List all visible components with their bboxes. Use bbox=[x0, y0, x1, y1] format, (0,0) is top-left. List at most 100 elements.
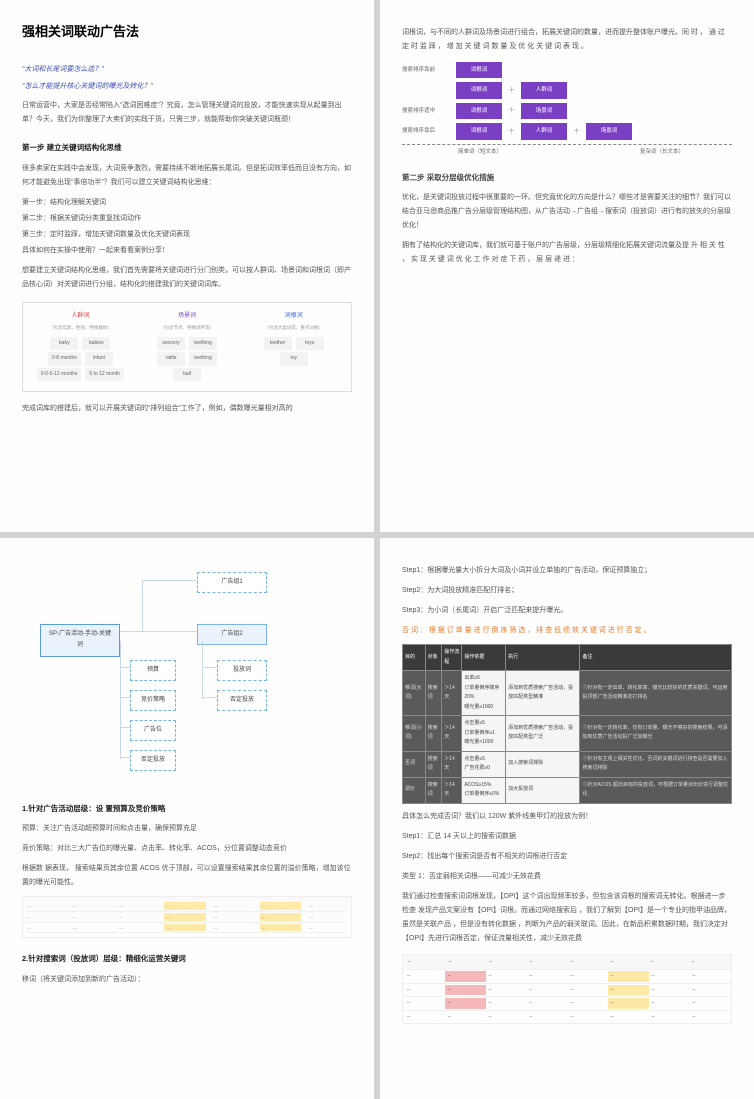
table-header: 目的 对象 操作流程 操作依据 执行 备注 bbox=[403, 645, 732, 671]
td: 搜索词 bbox=[425, 751, 442, 777]
crowd-col: 人群词 （包含年龄、性别、特殊群体） babybabies 0-8 months… bbox=[31, 311, 130, 383]
scene-col: 场景词 （包含节点、特殊场所等） sensoryteething rattlet… bbox=[138, 311, 237, 383]
th: 备注 bbox=[580, 645, 732, 671]
crowd-box: 人群词 bbox=[521, 82, 567, 98]
td: ①针对ACOS 超出目标的投放词，可根据订单量对出价进行调整优化 bbox=[580, 777, 732, 803]
flow-neg: 否定投放 bbox=[130, 750, 176, 771]
col1-sub: （包含年龄、性别、特殊群体） bbox=[31, 324, 130, 333]
flow-bid: 竞价策略 bbox=[130, 690, 176, 711]
td: 调价 bbox=[403, 777, 426, 803]
page-2: 词根词，与不同的人群词及场景词进行组合，拓展关键词的数量，进而提升整体账户曝光。… bbox=[380, 0, 754, 532]
th: 执行 bbox=[506, 645, 580, 671]
td: 加入搜索词排除 bbox=[506, 751, 580, 777]
td: 添加到优质搜索广告活动，投放匹配类型精准 bbox=[506, 671, 580, 716]
p3-d: 移词（将关键词添加到新的广告活动）： bbox=[22, 973, 352, 987]
sub-b: 第二步：根据关键词分类重复找词动作 bbox=[22, 212, 352, 225]
cell: toys bbox=[296, 337, 324, 351]
step3: Step3：为小词（长尾词）开启广泛匹配来提升曝光。 bbox=[402, 604, 732, 618]
root-box: 词根词 bbox=[456, 62, 502, 78]
small-data-table: ---------------- ---------------- ------… bbox=[402, 954, 732, 1025]
cell: infant bbox=[85, 352, 113, 366]
td: 搜索词 bbox=[425, 716, 442, 752]
data-table-preview: --------------------- ------------------… bbox=[22, 896, 352, 938]
td: ACOS≥15%订单量倒序≥0% bbox=[462, 777, 506, 803]
plus-icon: ＋ bbox=[508, 84, 515, 97]
step1: Step1：根据曝光量大小拆分大词及小词并设立单独的广告活动，保证预算独立； bbox=[402, 564, 732, 578]
neg-note: 否 词 ： 根 据 订 单 量 进 行 倒 序 筛 选 ， 排 查 低 绩 效 … bbox=[402, 624, 732, 638]
th: 对象 bbox=[425, 645, 442, 671]
td: 否词 bbox=[403, 751, 426, 777]
page-4: Step1：根据曝光量大小拆分大词及小词并设立单独的广告活动，保证预算独立； S… bbox=[380, 538, 754, 1099]
col3-sub: （包含大类词及、重点词根） bbox=[244, 324, 343, 333]
p4-c: Step2：找出每个搜索词是否有不相关的词根进行否定 bbox=[402, 850, 732, 864]
plus-icon: ＋ bbox=[573, 125, 580, 138]
cell: baby bbox=[50, 337, 78, 351]
root-box: 词根词 bbox=[456, 82, 502, 98]
col2-sub: （包含节点、特殊场所等） bbox=[138, 324, 237, 333]
p4-a: 具体怎么完成否词？我们以 120W 紫外线美甲灯的投放为例！ bbox=[402, 810, 732, 824]
crowd-box: 人群词 bbox=[521, 123, 567, 139]
td: ①针对有主观上相关性优化、否词的关键词进行排查是否需要加入搜索词排除 bbox=[580, 751, 732, 777]
td: ＞14天 bbox=[442, 777, 462, 803]
bottom-right-label: 复杂词（长文本） bbox=[640, 147, 684, 157]
p2-a: 优化，是关键词投放过程中很重要的一环。但究竟优化的方向是什么？哪些才是需要关注的… bbox=[402, 191, 732, 233]
step2-title: 第二步 采取分层级优化措施 bbox=[402, 171, 732, 185]
row3-label: 搜索排序靠后 bbox=[402, 126, 450, 136]
cell: 6 to 12 month bbox=[85, 368, 124, 382]
th: 目的 bbox=[403, 645, 426, 671]
p1-last: 完成词库的搭建后，就可以开展关键词的“排列组合”工作了，例如，偶数曝光量相对高的 bbox=[22, 402, 352, 416]
scene-box: 场景词 bbox=[521, 103, 567, 119]
td: 出单≥5订单量倒序降序20%曝光量≥1000 bbox=[462, 671, 506, 716]
root-box: 词根词 bbox=[456, 103, 502, 119]
cell: teething bbox=[189, 352, 217, 366]
step1-title: 第一步 建立关键词结构化思维 bbox=[22, 141, 352, 155]
cell: teether bbox=[264, 337, 292, 351]
step2: Step2：为大词投放精准匹配打排名； bbox=[402, 584, 732, 598]
table-row: 否词 搜索词 ＞14天 点击量≥5广告花费≥0 加入搜索词排除 ①针对有主观上相… bbox=[403, 751, 732, 777]
root-col: 词根词 （包含大类词及、重点词根） teethertoys toy bbox=[244, 311, 343, 383]
cell: rattle bbox=[157, 352, 185, 366]
td: ＞14天 bbox=[442, 716, 462, 752]
flow-toufang: 投放词 bbox=[217, 660, 267, 681]
intro-para: 日常运营中，大家是否经常陷入“选词困难症”？究竟，怎么管理关键词的投放，才能快速… bbox=[22, 99, 352, 127]
flow-group1: 广告组1 bbox=[197, 572, 267, 593]
cell: ball bbox=[173, 368, 201, 382]
row1-label: 搜索排序靠前 bbox=[402, 65, 450, 75]
col2-head: 场景词 bbox=[138, 311, 237, 322]
bottom-left-label: 简单词（短文本） bbox=[458, 147, 502, 157]
p2-para1: 词根词，与不同的人群词及场景词进行组合，拓展关键词的数量，进而提升整体账户曝光。… bbox=[402, 26, 732, 54]
td: 点击量≥5订单量倒序≥1曝光量<1000 bbox=[462, 716, 506, 752]
main-title: 强相关词联动广告法 bbox=[22, 20, 352, 45]
cell: babies bbox=[82, 337, 110, 351]
page-1: 强相关词联动广告法 “大词和长尾词要怎么选？” “怎么才能提升核心关键词的曝光及… bbox=[0, 0, 374, 532]
cell: toy bbox=[280, 352, 308, 366]
flowchart: SP-广告活动-手动-关键词 广告组1 广告组2 预算 竞价策略 广告位 否定投… bbox=[22, 568, 352, 788]
sub-e: 想要建立关键词结构化思维，我们首先需要将关键词进行分门别类，可以按人群词、场景词… bbox=[22, 264, 352, 292]
td: ＞14天 bbox=[442, 671, 462, 716]
page-3: SP-广告活动-手动-关键词 广告组1 广告组2 预算 竞价策略 广告位 否定投… bbox=[0, 538, 374, 1099]
word-categories-box: 人群词 （包含年龄、性别、特殊群体） babybabies 0-8 months… bbox=[22, 302, 352, 392]
flow-place: 广告位 bbox=[130, 720, 176, 741]
scene-box: 场景词 bbox=[586, 123, 632, 139]
td: ①针对有一定出单、转化率高、曝光比较好的优质关键词，可运用投顶部广告活动精准定打… bbox=[580, 671, 732, 716]
p3-a: 预算：关注广告活动超预算时间和点击量，确保预算充足 bbox=[22, 822, 352, 836]
sub-c: 第三步：定时监踩，增加关键词数量及优化关键词表现 bbox=[22, 228, 352, 241]
cell: 0-0-6-12 months bbox=[37, 368, 82, 382]
plus-icon: ＋ bbox=[508, 125, 515, 138]
flow-neg2: 否定投放 bbox=[217, 690, 267, 711]
p4-d: 类型 1：否定弱相关词根——可减少无效花费 bbox=[402, 870, 732, 884]
td: 移词(大词) bbox=[403, 671, 426, 716]
p2-b: 拥有了结构化的关键词库，我们就可基于账户的广告层级，分层级精细化拓展关键词流量及… bbox=[402, 239, 732, 267]
p3-b: 竞价策略：对比三大广告位的曝光量、点击率、转化率、ACOS，分位置调整动态竞价 bbox=[22, 842, 352, 856]
td: 加大投放词 bbox=[506, 777, 580, 803]
p4-e: 我们通过检查搜索词词根发现，【OPI】这个词出现频率较多，但包含该词根的搜索词无… bbox=[402, 890, 732, 946]
th: 操作依据 bbox=[462, 645, 506, 671]
flow-budget: 预算 bbox=[130, 660, 176, 681]
cell: sensory bbox=[157, 337, 185, 351]
sub-a: 第一步：结构化理解关键词 bbox=[22, 196, 352, 209]
td: 添加到优质搜索广告活动，投放匹配类型广泛 bbox=[506, 716, 580, 752]
flow-group2: 广告组2 bbox=[197, 624, 267, 645]
sub-d: 具体如何在实操中使用？一起来看看案例分享！ bbox=[22, 244, 352, 257]
table-row: 移词(小词) 搜索词 ＞14天 点击量≥5订单量倒序≥1曝光量<1000 添加到… bbox=[403, 716, 732, 752]
quote-1: “大词和长尾词要怎么选？” bbox=[22, 63, 352, 76]
